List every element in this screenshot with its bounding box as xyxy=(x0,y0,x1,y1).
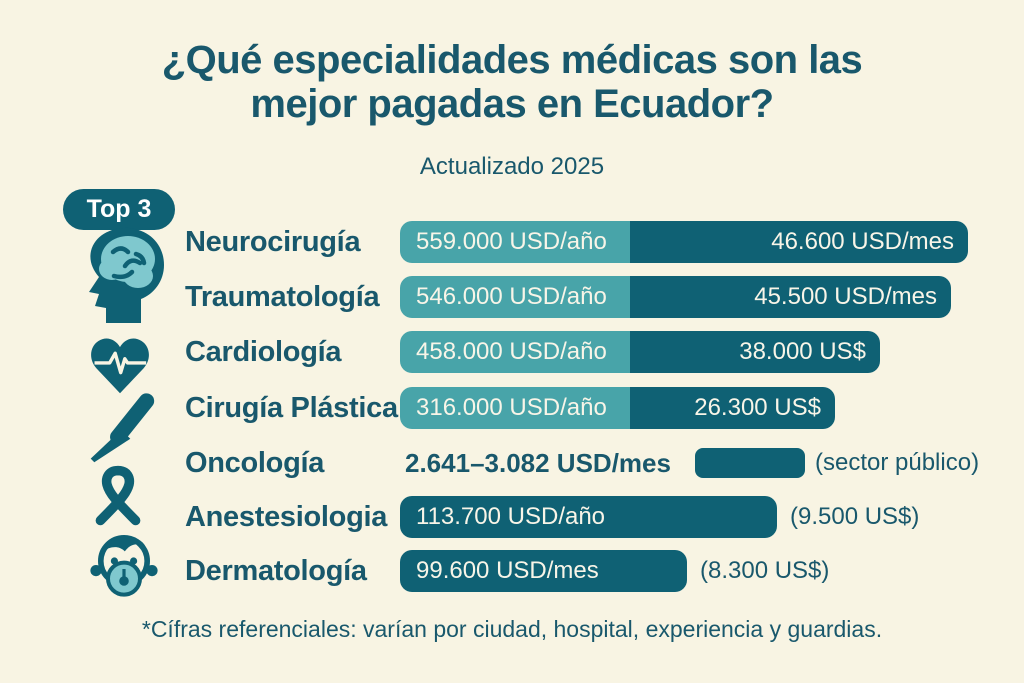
monthly-salary-segment: 46.600 USD/mes xyxy=(630,221,968,263)
salary-bar: 458.000 USD/año 38.000 US$ xyxy=(400,331,880,373)
annual-salary-value: 316.000 USD/año xyxy=(416,394,607,421)
salary-range-value: 2.641–3.082 USD/mes xyxy=(405,447,671,478)
salary-bar: 99.600 USD/mes xyxy=(400,550,687,592)
subtitle: Actualizado 2025 xyxy=(419,153,605,180)
monthly-salary-value: 45.500 USD/mes xyxy=(754,283,937,310)
annual-salary-segment: 316.000 USD/año xyxy=(400,387,630,429)
monthly-salary-value: 99.600 USD/mes xyxy=(416,557,599,584)
annual-salary-segment: 559.000 USD/año xyxy=(400,221,630,263)
salary-bar: 113.700 USD/año xyxy=(400,496,777,538)
annual-salary-value: 458.000 USD/año xyxy=(416,338,607,365)
monthly-salary-segment: 45.500 USD/mes xyxy=(630,276,951,318)
row-cardiologia: Cardiología 458.000 USD/año 38.000 US$ xyxy=(0,331,1024,373)
annual-salary-value: 559.000 USD/año xyxy=(416,228,607,255)
specialty-label: Neurocirugía xyxy=(185,225,361,258)
row-dermatologia: Dermatología 99.600 USD/mes (8.300 US$) xyxy=(0,550,1024,592)
specialty-label: Traumatología xyxy=(185,280,380,313)
monthly-salary-value: 26.300 US$ xyxy=(694,394,821,421)
sector-note: (sector público) xyxy=(815,449,980,476)
salary-bar: 559.000 USD/año 46.600 USD/mes xyxy=(400,221,968,263)
scalpel-icon xyxy=(90,393,155,463)
annual-salary-segment: 546.000 USD/año xyxy=(400,276,630,318)
salary-bar: 316.000 USD/año 26.300 US$ xyxy=(400,387,835,429)
monthly-salary-value: 38.000 US$ xyxy=(739,338,866,365)
top3-badge: Top 3 xyxy=(63,189,175,230)
footnote: *Cífras referenciales: varían por ciudad… xyxy=(141,616,883,642)
specialty-label: Cardiología xyxy=(185,335,342,368)
row-traumatologia: Traumatología 546.000 USD/año 45.500 USD… xyxy=(0,276,1024,318)
salary-mini-bar xyxy=(695,448,805,478)
row-cirugia-plastica: Cirugía Plástica 316.000 USD/año 26.300 … xyxy=(0,387,1024,429)
top3-badge-label: Top 3 xyxy=(86,195,152,223)
monthly-salary-segment: 99.600 USD/mes xyxy=(400,550,687,592)
page-title: ¿Qué especialidades médicas son las mejo… xyxy=(0,38,1024,126)
monthly-salary-segment: 38.000 US$ xyxy=(630,331,880,373)
specialty-label: Dermatología xyxy=(185,554,367,587)
row-anestesiologia: Anestesiologia 113.700 USD/año (9.500 US… xyxy=(0,496,1024,538)
row-neurocirugia: Neurocirugía 559.000 USD/año 46.600 USD/… xyxy=(0,221,1024,263)
title-line-2: mejor pagadas en Ecuador? xyxy=(250,82,774,126)
brain-head-icon xyxy=(89,227,164,323)
monthly-salary-value: 46.600 USD/mes xyxy=(771,228,954,255)
alt-currency-note: (8.300 US$) xyxy=(700,557,830,584)
heart-pulse-icon xyxy=(91,338,149,394)
annual-salary-segment: 458.000 USD/año xyxy=(400,331,630,373)
specialty-label: Anestesiologia xyxy=(185,500,388,533)
annual-salary-value: 113.700 USD/año xyxy=(416,503,606,530)
salary-bar: 546.000 USD/año 45.500 USD/mes xyxy=(400,276,951,318)
annual-salary-segment: 113.700 USD/año xyxy=(400,496,777,538)
masked-face-icon xyxy=(90,535,158,597)
ribbon-icon xyxy=(95,465,141,526)
row-oncologia: Oncología 2.641–3.082 USD/mes (sector pú… xyxy=(0,442,1024,484)
specialty-label: Oncología xyxy=(185,446,325,479)
monthly-salary-segment: 26.300 US$ xyxy=(630,387,835,429)
monthly-note: (9.500 US$) xyxy=(790,503,920,530)
title-line-1: ¿Qué especialidades médicas son las xyxy=(161,38,863,82)
annual-salary-value: 546.000 USD/año xyxy=(416,283,607,310)
specialty-label: Cirugía Plástica xyxy=(185,391,398,424)
